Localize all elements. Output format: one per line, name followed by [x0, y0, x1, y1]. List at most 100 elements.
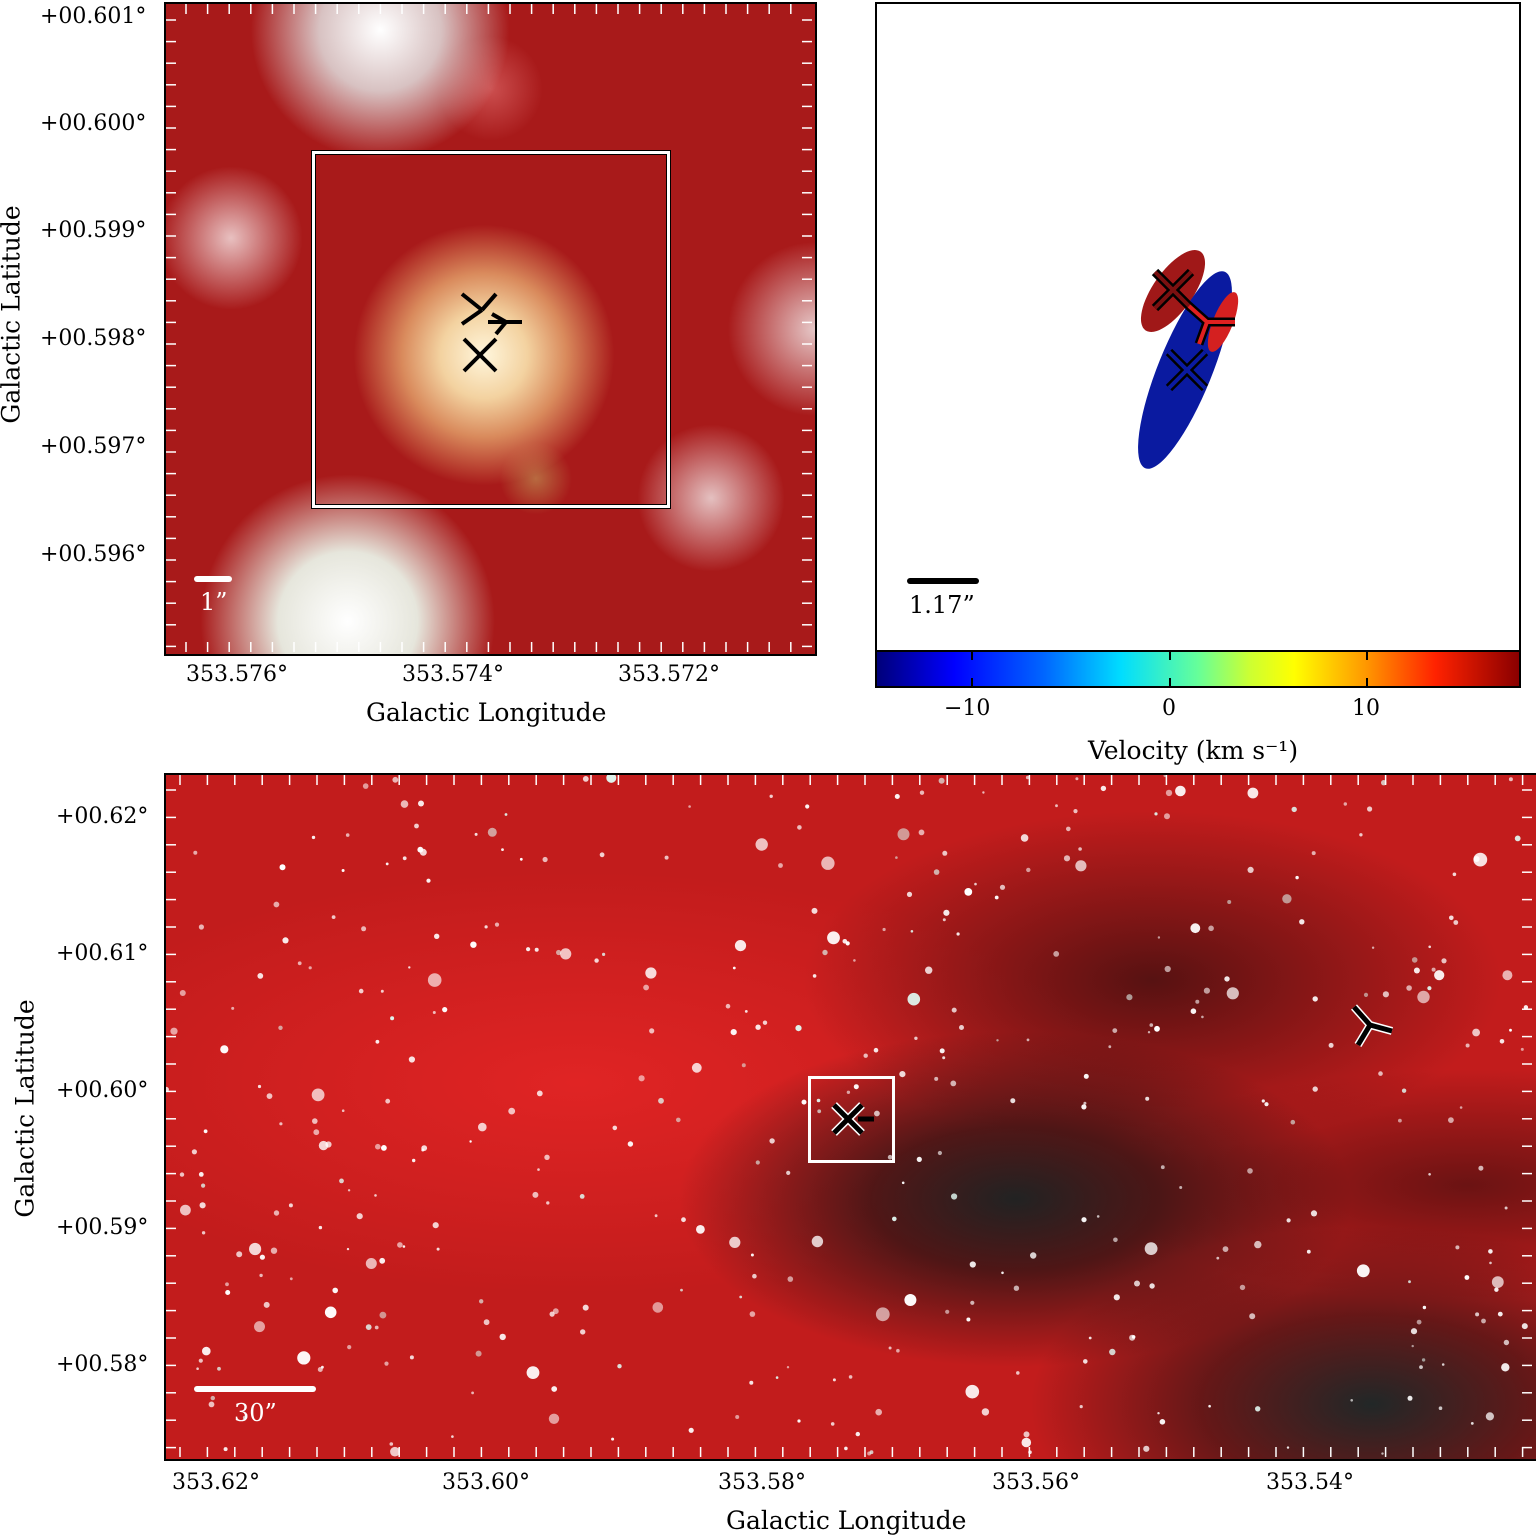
star [1428, 1173, 1431, 1176]
star [1416, 1319, 1422, 1325]
star [1503, 1339, 1510, 1346]
star [1464, 1275, 1470, 1280]
tri-marker-icon [1352, 1005, 1393, 1047]
star [580, 1329, 586, 1335]
star [1481, 1318, 1486, 1324]
star [964, 888, 973, 896]
y-tick-label: +00.61° [56, 941, 149, 966]
star [201, 1231, 206, 1235]
star [231, 1006, 235, 1010]
star [775, 1376, 779, 1379]
star [1470, 1422, 1474, 1425]
star [257, 973, 264, 979]
star [894, 794, 900, 799]
star [688, 1427, 694, 1433]
star [602, 952, 606, 956]
star [688, 805, 691, 808]
star [210, 1395, 215, 1401]
colorbar-tick-label: −10 [944, 696, 991, 721]
star [1179, 1186, 1183, 1189]
star [942, 850, 948, 856]
tri-marker-icon [460, 292, 522, 336]
star [1497, 1311, 1503, 1317]
star [1254, 1240, 1262, 1249]
star [1441, 958, 1447, 964]
star [735, 1415, 740, 1419]
star [899, 1071, 906, 1078]
star [201, 1183, 206, 1188]
star [384, 1361, 389, 1366]
star [544, 1154, 550, 1160]
star [508, 1107, 516, 1115]
star [1159, 1419, 1166, 1425]
star [1083, 1359, 1088, 1364]
star [822, 949, 828, 956]
star [1363, 992, 1369, 997]
y-tick-label: +00.597° [40, 434, 147, 459]
star [331, 915, 336, 919]
star [478, 1122, 487, 1132]
star [1359, 833, 1363, 837]
star [875, 1408, 882, 1416]
y-tick-label: +00.599° [40, 218, 147, 243]
star [906, 891, 913, 897]
star [408, 1056, 415, 1063]
star [1295, 875, 1299, 880]
star [1083, 1101, 1087, 1105]
star [1504, 1206, 1508, 1210]
x-tick-label: 353.62° [172, 1470, 260, 1495]
star [982, 791, 985, 794]
star [1195, 999, 1200, 1004]
star [755, 1024, 761, 1030]
star [470, 941, 477, 948]
star [846, 1090, 851, 1094]
x-tick-label: 353.60° [442, 1470, 530, 1495]
star [385, 1098, 391, 1104]
star [436, 1247, 440, 1251]
star [769, 1138, 775, 1144]
star [402, 1245, 406, 1248]
star [942, 918, 946, 922]
star [1290, 1119, 1296, 1125]
star [966, 1317, 971, 1322]
star [1299, 919, 1305, 925]
x-tick-label: 353.576° [186, 662, 288, 687]
x-marker-icon [1153, 270, 1193, 310]
star [965, 1384, 980, 1399]
star [494, 922, 500, 927]
star [1145, 1096, 1150, 1101]
star [1079, 1405, 1083, 1409]
zoom-region-box [312, 151, 670, 508]
star [471, 1391, 474, 1395]
star [1075, 860, 1087, 872]
star [652, 1302, 664, 1313]
star [451, 1435, 454, 1438]
star [469, 1140, 472, 1143]
star [1421, 1358, 1426, 1362]
star [762, 1020, 768, 1025]
star [1216, 1256, 1220, 1260]
star [346, 1247, 350, 1251]
star [418, 800, 424, 807]
star [254, 1321, 265, 1333]
star [1455, 1245, 1460, 1250]
star [1367, 806, 1373, 812]
star [1249, 1313, 1256, 1320]
star [191, 1149, 197, 1155]
star [341, 869, 345, 872]
star [1154, 1025, 1160, 1032]
y-tick-label: +00.58° [56, 1352, 149, 1377]
star [1175, 785, 1186, 797]
star [599, 852, 605, 858]
star [1473, 856, 1480, 862]
star [811, 1235, 824, 1248]
star [426, 878, 431, 883]
star [895, 856, 898, 859]
star [919, 790, 925, 795]
star [332, 1287, 338, 1294]
star [892, 1216, 897, 1222]
star [845, 941, 850, 946]
star [1452, 872, 1457, 877]
star [374, 1194, 377, 1197]
star [1453, 920, 1459, 925]
